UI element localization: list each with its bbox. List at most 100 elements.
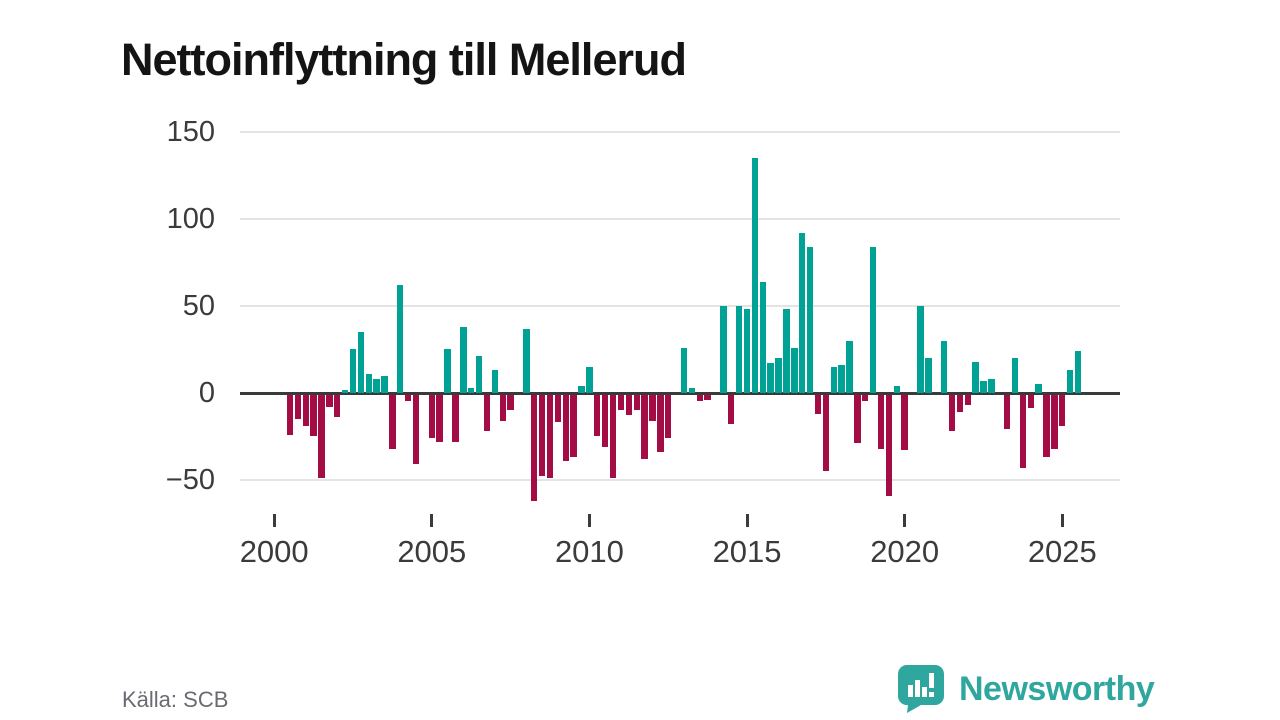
bar-2013Q2	[688, 387, 696, 393]
bar-2005Q3	[444, 349, 451, 393]
bar-2020Q3	[917, 305, 924, 393]
bar-2021Q4	[956, 394, 964, 412]
bar-2011Q3	[633, 394, 640, 411]
bar-2015Q1	[743, 309, 751, 393]
bar-2023Q4	[1019, 394, 1027, 468]
bar-2010Q3	[601, 394, 609, 447]
bar-2011Q1	[617, 394, 625, 411]
bar-2013Q3	[696, 394, 703, 402]
bar-2009Q2	[562, 394, 569, 461]
x-axis-tick-2020	[903, 514, 907, 527]
bar-2003Q2	[373, 379, 380, 393]
bar-2001Q4	[326, 394, 333, 407]
bar-2015Q3	[759, 281, 766, 393]
page-title: Nettoinflyttning till Mellerud	[121, 34, 687, 86]
newsworthy-logo-text: Newsworthy	[959, 669, 1155, 708]
bar-2010Q2	[594, 394, 601, 437]
bar-2005Q1	[428, 394, 435, 439]
bar-2019Q4	[893, 386, 900, 393]
x-axis-tick-2015	[745, 514, 749, 527]
bar-2024Q4	[1051, 394, 1058, 449]
x-axis-tick-2010	[587, 514, 591, 527]
bar-2022Q3	[980, 380, 987, 393]
bar-2003Q3	[381, 375, 388, 393]
bar-2022Q2	[972, 361, 979, 393]
x-axis-label-2005: 2005	[397, 534, 467, 569]
bar-2020Q4	[925, 358, 932, 393]
bar-2019Q3	[885, 394, 893, 496]
bar-2025Q3	[1074, 351, 1082, 393]
gridline-100	[240, 217, 1120, 220]
bar-2006Q1	[460, 326, 467, 393]
bar-2003Q1	[365, 373, 372, 393]
bar-2000Q4	[294, 394, 301, 419]
y-axis-label-150: 150	[166, 115, 215, 148]
bar-2014Q3	[728, 394, 735, 425]
bar-2018Q3	[854, 394, 861, 444]
bar-2025Q2	[1066, 370, 1074, 393]
x-axis-label-2020: 2020	[870, 534, 940, 569]
bar-2007Q2	[499, 394, 506, 421]
bar-2021Q3	[948, 394, 956, 432]
x-axis-tick-2005	[430, 514, 434, 527]
bar-2021Q2	[940, 340, 948, 393]
bar-2018Q1	[838, 365, 845, 393]
bar-2016Q2	[783, 309, 790, 393]
bar-2011Q2	[625, 394, 633, 416]
bar-2008Q1	[523, 328, 530, 393]
bar-2018Q4	[862, 394, 869, 402]
bar-2022Q4	[988, 379, 995, 393]
bar-2017Q3	[822, 394, 830, 472]
bar-2019Q2	[877, 394, 885, 449]
bar-2024Q3	[1043, 394, 1050, 458]
bar-2012Q3	[665, 394, 672, 439]
source-note: Källa: SCB	[122, 687, 229, 712]
bar-2005Q4	[452, 394, 459, 442]
bar-2004Q2	[404, 394, 412, 402]
x-axis-label-2000: 2000	[239, 534, 309, 569]
bar-2002Q4	[357, 332, 365, 393]
y-axis-label-100: 100	[166, 202, 215, 235]
gridline-50	[240, 304, 1120, 307]
bar-2016Q1	[775, 358, 782, 393]
bar-2019Q1	[869, 246, 877, 393]
x-axis-label-2010: 2010	[554, 534, 624, 569]
bar-2025Q1	[1059, 394, 1066, 426]
x-axis-tick-2000	[272, 514, 276, 527]
bar-2012Q1	[649, 394, 656, 421]
bar-2024Q1	[1027, 394, 1034, 409]
y-axis-label-50: 50	[182, 289, 215, 322]
bar-2003Q4	[389, 394, 396, 449]
zero-axis-line	[240, 391, 1120, 395]
newsworthy-logo: Newsworthy	[897, 664, 1155, 714]
bar-2008Q2	[531, 394, 538, 501]
x-axis-label-2015: 2015	[712, 534, 782, 569]
bar-2008Q3	[538, 394, 546, 477]
bar-2009Q4	[578, 386, 585, 393]
bar-2024Q2	[1035, 384, 1042, 393]
x-axis-label-2025: 2025	[1027, 534, 1097, 569]
gridline-−50	[240, 479, 1120, 482]
bar-2000Q3	[286, 394, 294, 435]
y-axis-label-−50: −50	[165, 464, 215, 497]
bar-2017Q2	[814, 394, 822, 414]
bar-2022Q1	[964, 394, 971, 405]
bar-2016Q3	[791, 347, 798, 393]
x-axis-tick-2025	[1060, 514, 1064, 527]
bar-2016Q4	[799, 232, 806, 393]
bar-2023Q2	[1003, 394, 1011, 430]
bar-2023Q3	[1011, 358, 1019, 393]
bar-2002Q1	[334, 394, 341, 418]
speech-bubble-bar-chart-icon	[897, 665, 944, 713]
gridline-150	[240, 130, 1120, 133]
bar-2015Q2	[751, 157, 759, 393]
bar-2002Q3	[349, 349, 357, 393]
bar-2006Q4	[483, 394, 491, 432]
bar-2009Q3	[570, 394, 577, 458]
bar-2001Q2	[310, 394, 317, 437]
bar-2007Q3	[507, 394, 514, 411]
bar-2001Q1	[302, 394, 309, 426]
bar-2017Q1	[806, 246, 814, 393]
bar-2014Q2	[720, 305, 727, 393]
